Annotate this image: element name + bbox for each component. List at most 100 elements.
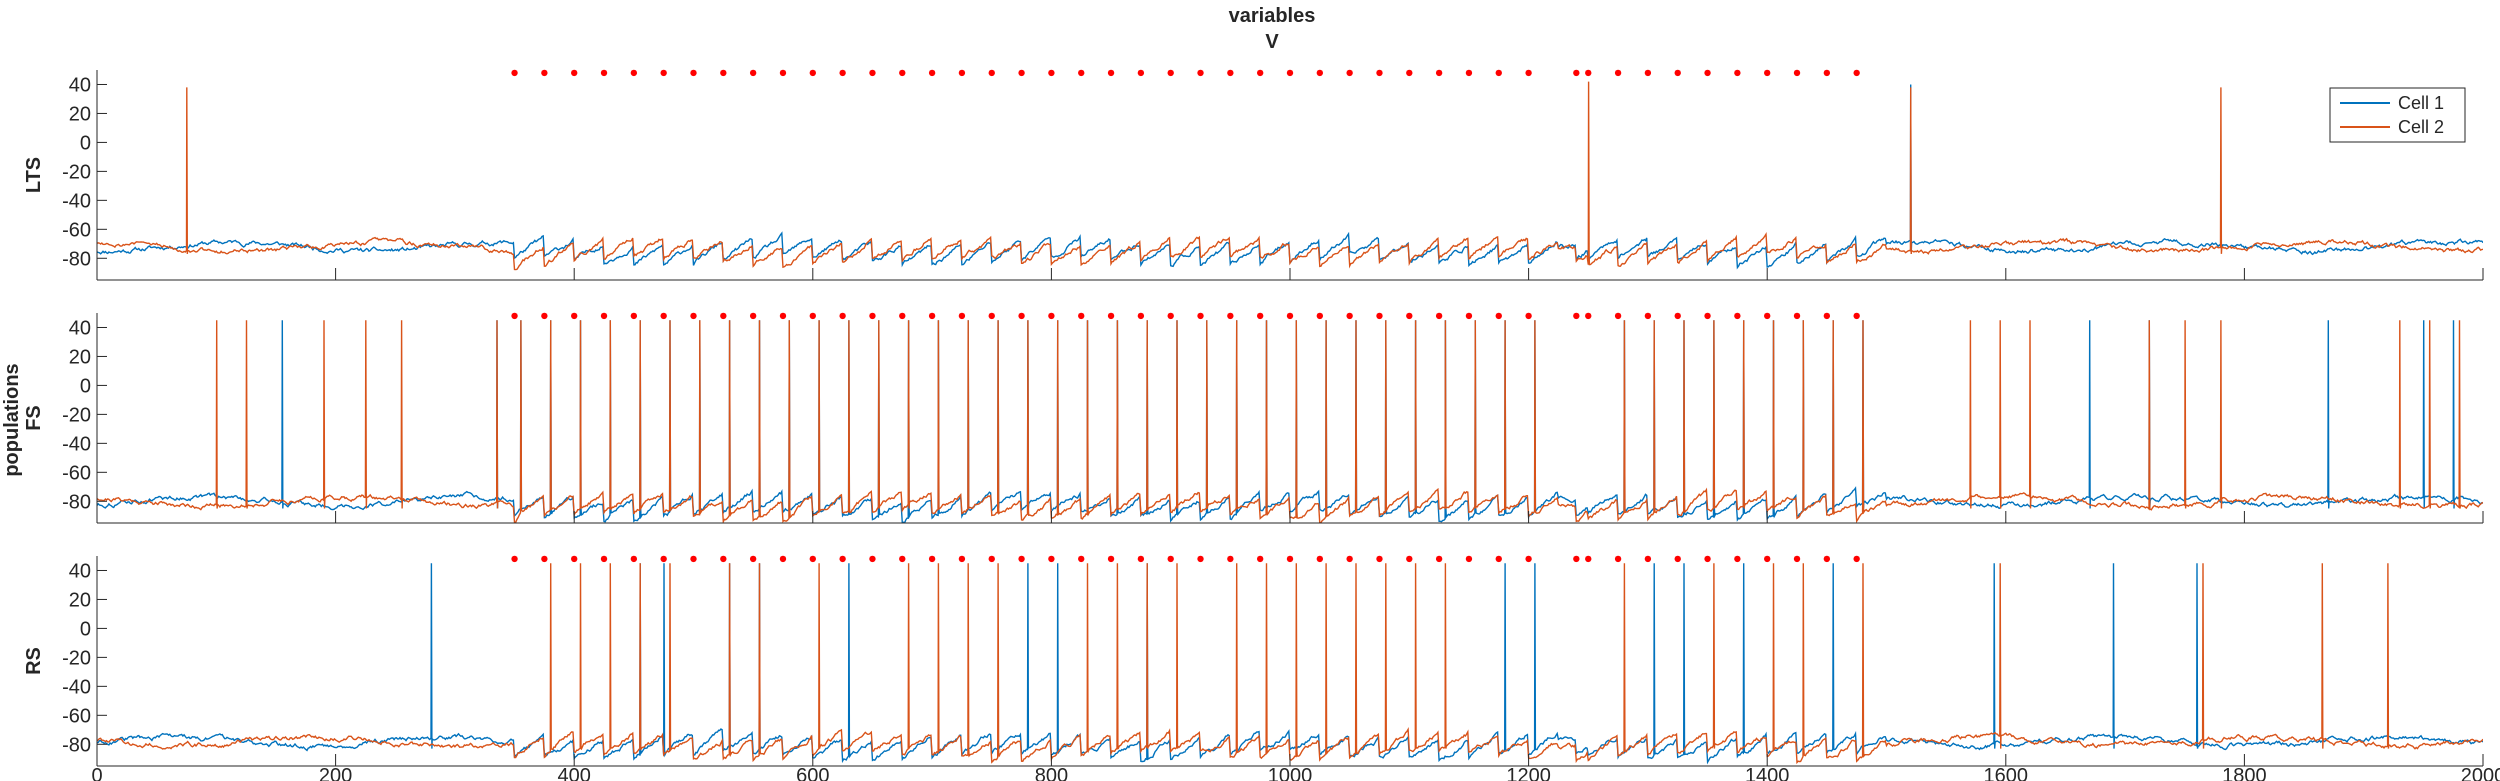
y-tick-label: -80 xyxy=(62,491,91,513)
super-ylabel: populations xyxy=(1,363,23,476)
marker-dot-fs-22 xyxy=(1167,312,1174,320)
marker-dot-lts-11 xyxy=(839,69,846,77)
marker-dot-rs-1 xyxy=(541,555,548,563)
x-tick-label: 1600 xyxy=(1984,765,2029,781)
panel-ylabel-fs: FS xyxy=(23,405,45,431)
trace-rs-cell-2 xyxy=(97,563,2483,765)
y-tick-label: 0 xyxy=(80,132,91,154)
marker-dot-rs-25 xyxy=(1256,555,1264,563)
marker-dot-rs-17 xyxy=(1018,555,1025,563)
marker-dot-lts-29 xyxy=(1376,69,1383,77)
trace-lts-cell-1 xyxy=(97,84,2483,270)
marker-dot-fs-30 xyxy=(1406,312,1413,320)
x-tick-label: 800 xyxy=(1035,765,1068,781)
marker-dot-fs-34 xyxy=(1525,312,1532,320)
marker-dot-rs-42 xyxy=(1764,555,1771,563)
marker-dot-lts-18 xyxy=(1048,69,1055,77)
trace-fs-cell-1 xyxy=(97,320,2483,523)
marker-dot-lts-23 xyxy=(1197,69,1204,77)
marker-dot-lts-15 xyxy=(958,69,966,77)
x-tick-label: 2000 xyxy=(2461,765,2500,781)
marker-dot-rs-33 xyxy=(1495,555,1502,563)
marker-dot-fs-16 xyxy=(988,312,995,320)
marker-dot-fs-3 xyxy=(600,312,608,320)
marker-dot-rs-27 xyxy=(1316,555,1324,563)
marker-dot-lts-19 xyxy=(1078,69,1085,77)
marker-dot-fs-21 xyxy=(1137,312,1145,320)
marker-dot-lts-3 xyxy=(600,69,608,77)
legend: Cell 1 Cell 2 xyxy=(2329,87,2466,143)
y-tick-label: 0 xyxy=(80,375,91,397)
marker-dot-rs-40 xyxy=(1704,555,1711,563)
marker-dot-lts-16 xyxy=(988,69,995,77)
marker-dot-lts-34 xyxy=(1525,69,1532,77)
panel-ylabel-rs: RS xyxy=(23,647,45,675)
marker-dot-rs-28 xyxy=(1346,555,1353,563)
marker-dot-fs-35 xyxy=(1573,312,1580,320)
marker-dot-lts-43 xyxy=(1793,69,1801,77)
marker-dot-rs-36 xyxy=(1585,555,1592,563)
marker-dot-lts-42 xyxy=(1764,69,1771,77)
y-tick-label: -20 xyxy=(62,647,91,669)
marker-dot-rs-14 xyxy=(928,555,936,563)
marker-dot-fs-23 xyxy=(1197,312,1204,320)
marker-dot-fs-37 xyxy=(1614,312,1622,320)
marker-dot-fs-19 xyxy=(1078,312,1085,320)
marker-dot-fs-10 xyxy=(809,312,816,320)
marker-dot-lts-10 xyxy=(809,69,816,77)
marker-dot-lts-13 xyxy=(899,69,906,77)
marker-dot-rs-30 xyxy=(1406,555,1413,563)
marker-dot-rs-8 xyxy=(749,555,757,563)
x-tick-label: 200 xyxy=(319,765,352,781)
trace-fs-cell-2 xyxy=(97,320,2483,523)
x-tick-label: 1400 xyxy=(1745,765,1790,781)
marker-dot-fs-44 xyxy=(1823,312,1831,320)
marker-dot-fs-26 xyxy=(1286,312,1294,320)
x-tick-label: 0 xyxy=(91,765,102,781)
marker-dot-rs-39 xyxy=(1674,555,1681,563)
marker-dot-lts-25 xyxy=(1256,69,1264,77)
marker-dot-lts-7 xyxy=(720,69,727,77)
marker-dot-rs-34 xyxy=(1525,555,1532,563)
legend-label-cell1: Cell 1 xyxy=(2398,93,2444,113)
marker-dot-fs-15 xyxy=(958,312,966,320)
marker-dot-lts-30 xyxy=(1406,69,1413,77)
marker-dot-rs-45 xyxy=(1853,555,1860,563)
marker-dot-fs-0 xyxy=(511,312,518,320)
marker-dot-fs-5 xyxy=(660,312,667,320)
marker-dot-fs-24 xyxy=(1227,312,1234,320)
y-tick-label: -40 xyxy=(62,433,91,455)
marker-dot-fs-27 xyxy=(1316,312,1324,320)
marker-dot-fs-6 xyxy=(690,312,697,320)
marker-dot-rs-43 xyxy=(1793,555,1801,563)
marker-dot-fs-29 xyxy=(1376,312,1383,320)
marker-dot-lts-31 xyxy=(1435,69,1443,77)
marker-dot-fs-1 xyxy=(541,312,548,320)
y-tick-label: 40 xyxy=(69,560,91,582)
marker-dot-rs-18 xyxy=(1048,555,1055,563)
y-tick-label: -60 xyxy=(62,705,91,727)
marker-dot-lts-17 xyxy=(1018,69,1025,77)
x-tick-label: 600 xyxy=(796,765,829,781)
y-tick-label: 40 xyxy=(69,74,91,96)
panel-lts: -80 -60 -40 -20 0 20 40 LTS xyxy=(23,69,2484,281)
marker-dot-fs-36 xyxy=(1585,312,1592,320)
marker-dot-fs-25 xyxy=(1256,312,1264,320)
marker-dot-fs-13 xyxy=(899,312,906,320)
y-tick-label: -80 xyxy=(62,248,91,270)
x-tick-label: 1000 xyxy=(1268,765,1313,781)
marker-dot-fs-7 xyxy=(720,312,727,320)
marker-dot-rs-35 xyxy=(1573,555,1580,563)
marker-dot-lts-44 xyxy=(1823,69,1831,77)
marker-dot-lts-4 xyxy=(630,69,638,77)
marker-dot-lts-14 xyxy=(928,69,936,77)
marker-dot-rs-7 xyxy=(720,555,727,563)
marker-dot-fs-9 xyxy=(779,312,787,320)
marker-dot-fs-20 xyxy=(1107,312,1115,320)
marker-dot-rs-4 xyxy=(630,555,638,563)
marker-dot-lts-35 xyxy=(1573,69,1580,77)
marker-dot-lts-28 xyxy=(1346,69,1353,77)
y-tick-label: 20 xyxy=(69,103,91,125)
